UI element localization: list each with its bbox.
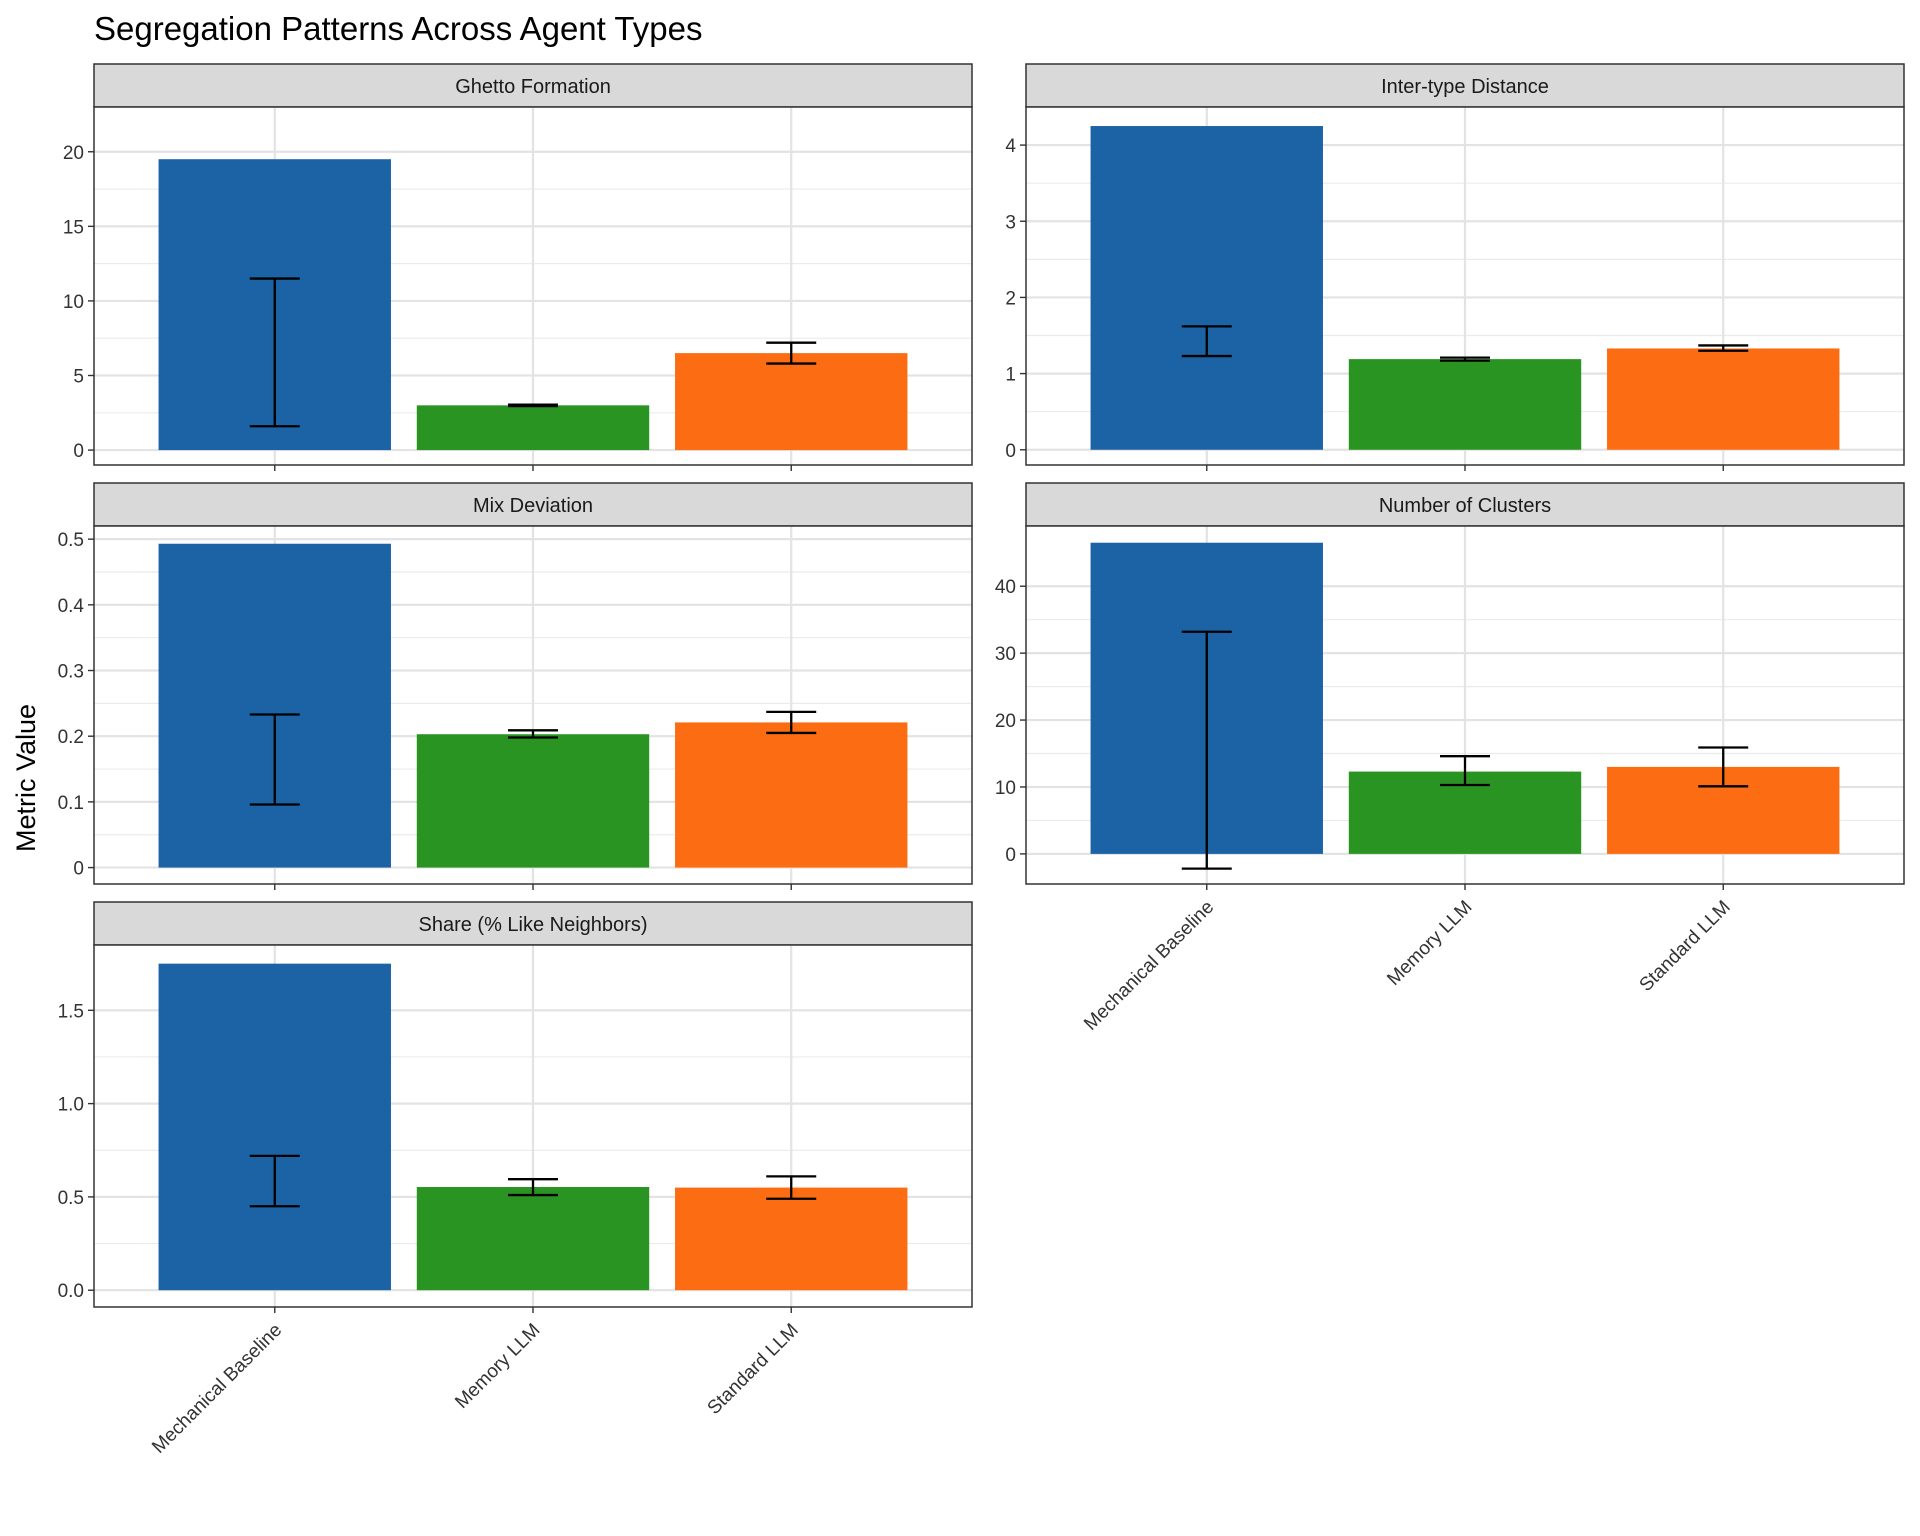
y-tick-label: 0.0 bbox=[58, 1281, 84, 1302]
chart-title: Segregation Patterns Across Agent Types bbox=[94, 10, 702, 47]
y-tick-label: 0.1 bbox=[58, 793, 84, 814]
y-tick-label: 10 bbox=[995, 778, 1016, 799]
errorbar-memory-llm bbox=[1440, 356, 1490, 362]
y-axis-title: Metric Value bbox=[11, 704, 41, 852]
y-tick-label: 0 bbox=[1005, 845, 1016, 866]
facet-strip-label: Share (% Like Neighbors) bbox=[419, 914, 648, 936]
y-tick-label: 0.3 bbox=[58, 662, 84, 683]
y-tick-label: 0.5 bbox=[58, 1188, 84, 1209]
facet-number-of-clusters: Number of Clusters 0 10 20 30 40 Mechanical Ba… bbox=[995, 482, 1905, 1035]
y-tick-label: 0 bbox=[73, 859, 84, 880]
bar-standard-llm bbox=[675, 722, 908, 868]
facet-strip-label: Ghetto Formation bbox=[455, 76, 611, 98]
bar-mechanical-baseline bbox=[158, 963, 391, 1291]
bar-memory-llm bbox=[1348, 359, 1582, 450]
x-tick-label: Memory LLM bbox=[451, 1320, 544, 1413]
y-tick-label: 10 bbox=[63, 292, 84, 313]
x-tick-label: Mechanical Baseline bbox=[1080, 897, 1218, 1035]
y-tick-label: 0 bbox=[73, 441, 84, 462]
y-tick-label: 2 bbox=[1005, 288, 1016, 309]
y-tick-label: 0.2 bbox=[58, 727, 84, 748]
y-tick-label: 1.5 bbox=[58, 1001, 84, 1022]
errorbar-mechanical-baseline bbox=[1181, 325, 1232, 358]
y-tick-label: 0.4 bbox=[58, 596, 85, 617]
y-tick-label: 15 bbox=[63, 217, 84, 238]
facet-ghetto-formation: Ghetto Formation 0 5 10 15 20 bbox=[63, 63, 973, 471]
errorbar-mechanical-baseline bbox=[249, 277, 300, 428]
y-tick-label: 20 bbox=[63, 143, 84, 164]
errorbar-standard-llm bbox=[766, 1175, 817, 1200]
errorbar-memory-llm bbox=[508, 403, 558, 408]
facet-strip bbox=[93, 63, 973, 108]
facet-strip bbox=[93, 482, 973, 527]
bar-standard-llm bbox=[675, 353, 908, 451]
bar-memory-llm bbox=[416, 405, 650, 451]
x-tick-label: Mechanical Baseline bbox=[148, 1320, 286, 1458]
errorbar-standard-llm bbox=[766, 710, 817, 735]
bar-standard-llm bbox=[675, 1187, 908, 1291]
y-tick-label: 5 bbox=[73, 367, 84, 388]
y-tick-label: 1 bbox=[1005, 365, 1016, 386]
y-tick-label: 0 bbox=[1005, 441, 1016, 462]
facet-inter-type-distance: Inter-type Distance 0 1 2 3 4 bbox=[1005, 63, 1905, 471]
errorbar-standard-llm bbox=[1698, 746, 1749, 788]
errorbar-mechanical-baseline bbox=[249, 1154, 300, 1208]
errorbar-mechanical-baseline bbox=[249, 713, 300, 806]
errorbar-standard-llm bbox=[766, 341, 817, 365]
y-tick-label: 3 bbox=[1005, 212, 1016, 233]
y-tick-label: 30 bbox=[995, 644, 1016, 665]
y-tick-label: 20 bbox=[995, 711, 1016, 732]
errorbar-standard-llm bbox=[1698, 344, 1749, 352]
y-tick-label: 4 bbox=[1005, 136, 1016, 157]
bar-memory-llm bbox=[416, 734, 650, 868]
facet-strip-label: Number of Clusters bbox=[1379, 495, 1551, 517]
facet-strip bbox=[93, 901, 973, 946]
x-tick-label: Memory LLM bbox=[1383, 897, 1476, 990]
bar-mechanical-baseline bbox=[1090, 126, 1323, 450]
errorbar-mechanical-baseline bbox=[1181, 630, 1232, 870]
bar-memory-llm bbox=[416, 1187, 650, 1291]
facet-share-like-neighbors: Share (% Like Neighbors) 0.0 0.5 1.0 1.5 Mech… bbox=[58, 901, 973, 1458]
x-tick-label: Standard LLM bbox=[704, 1320, 803, 1419]
bar-standard-llm bbox=[1607, 348, 1840, 450]
errorbar-memory-llm bbox=[1440, 755, 1490, 787]
facet-strip-label: Inter-type Distance bbox=[1381, 76, 1549, 98]
bar-mechanical-baseline bbox=[158, 543, 391, 868]
x-tick-label: Standard LLM bbox=[1636, 897, 1735, 996]
errorbar-memory-llm bbox=[508, 1178, 558, 1197]
y-tick-label: 0.5 bbox=[58, 530, 84, 551]
errorbar-memory-llm bbox=[508, 729, 558, 739]
y-tick-label: 1.0 bbox=[58, 1095, 84, 1116]
facet-strip-label: Mix Deviation bbox=[473, 495, 593, 517]
y-tick-label: 40 bbox=[995, 577, 1016, 598]
facet-mix-deviation: Mix Deviation 0 0.1 0.2 0.3 0.4 0.5 bbox=[58, 482, 973, 890]
